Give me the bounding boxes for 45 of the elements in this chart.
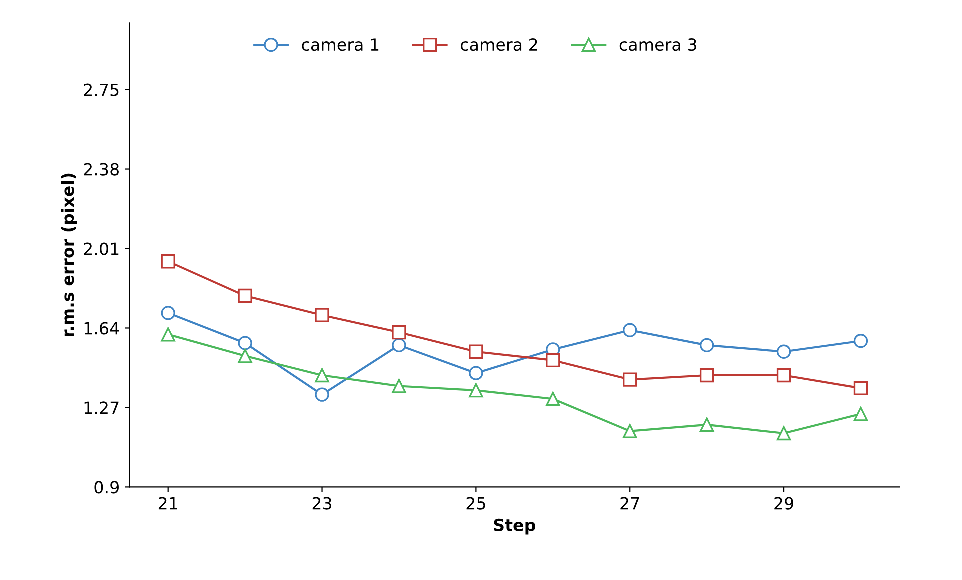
point <box>392 379 406 394</box>
point <box>315 388 330 402</box>
point <box>238 349 252 364</box>
x-tick-label: 29 <box>774 497 794 510</box>
point <box>392 325 406 340</box>
point <box>700 338 714 353</box>
x-axis-title: Step <box>494 518 536 535</box>
y-axis-title: r.m.s error (pixel) <box>61 174 78 337</box>
point <box>700 418 714 432</box>
point <box>315 308 330 322</box>
point <box>854 381 868 396</box>
y-tick-label: 2.01 <box>84 242 119 256</box>
point <box>392 338 406 353</box>
point <box>700 368 714 383</box>
point <box>161 306 176 320</box>
legend-label: camera 3 <box>620 38 696 52</box>
y-tick-label: 1.27 <box>84 402 119 414</box>
point <box>776 368 792 383</box>
point <box>161 254 176 269</box>
point <box>315 368 330 383</box>
point <box>546 353 560 368</box>
point <box>854 407 868 422</box>
point <box>161 328 176 342</box>
legend-label: camera 2 <box>461 38 538 52</box>
legend-label: camera 1 <box>302 38 379 52</box>
point <box>776 344 792 359</box>
point <box>469 344 484 359</box>
point <box>238 336 252 350</box>
point <box>469 383 484 398</box>
point <box>623 323 638 338</box>
x-tick-label: 25 <box>466 497 486 510</box>
point <box>776 426 792 441</box>
y-tick-label: 2.38 <box>84 163 120 176</box>
point <box>854 334 868 348</box>
y-tick-label: 0.9 <box>94 481 119 494</box>
point <box>469 366 484 380</box>
point <box>623 424 638 438</box>
y-tick-label: 2.75 <box>84 84 119 96</box>
point <box>238 288 252 304</box>
x-tick-label: 27 <box>620 497 640 510</box>
point <box>546 392 560 406</box>
x-tick-label: 21 <box>158 497 178 510</box>
point <box>623 372 638 387</box>
y-tick-label: 1.64 <box>84 322 120 335</box>
x-tick-label: 23 <box>312 497 332 510</box>
